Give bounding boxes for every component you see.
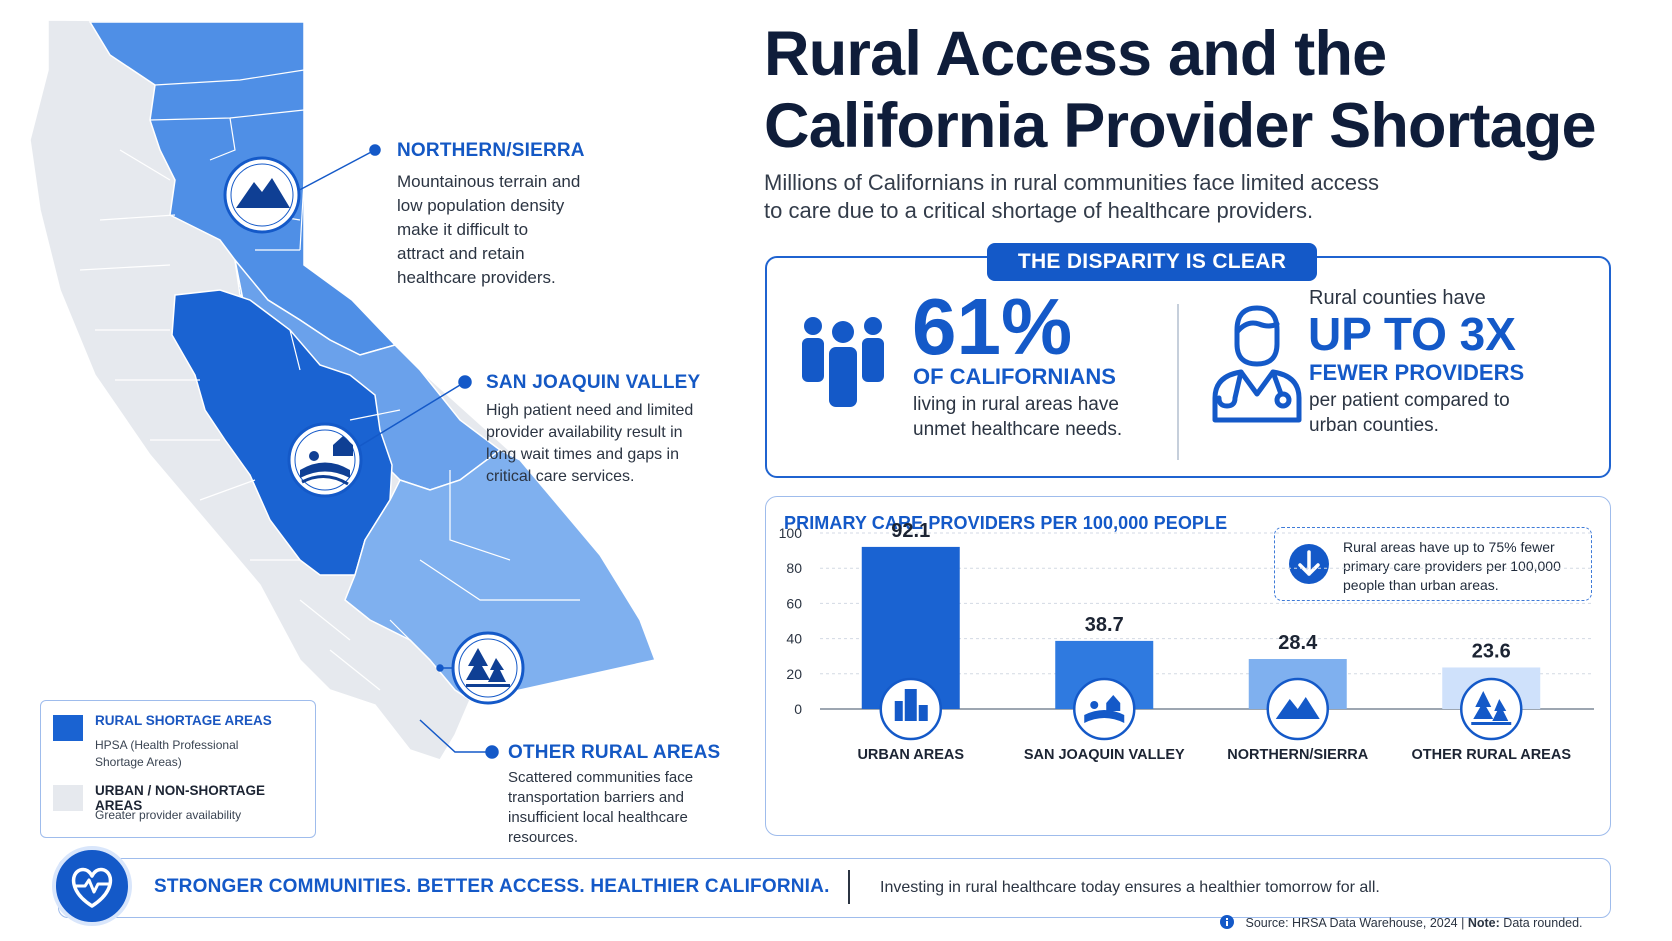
stat-3x-lead: Rural counties have [1309, 287, 1486, 309]
other-desc-line: insufficient local healthcare [508, 809, 688, 826]
y-tick-label: 80 [786, 560, 802, 576]
legend-rural-sub-line: Shortage Areas) [95, 755, 182, 769]
city-icon [894, 689, 928, 721]
legend-urban-sub: Greater provider availability [95, 808, 242, 822]
callout-text-line: primary care providers per 100,000 [1343, 558, 1561, 574]
heart-pulse-icon [71, 867, 113, 908]
county-lines [79, 69, 580, 691]
y-tick-label: 20 [786, 666, 802, 682]
page-title: Rural Access and the California Provider… [764, 18, 1664, 162]
northern-title: NORTHERN/SIERRA [397, 140, 585, 161]
page-subtitle: Millions of Californians in rural commun… [764, 169, 1464, 225]
stat-61-text-line: unmet healthcare needs. [913, 419, 1123, 440]
footer-tagline: STRONGER COMMUNITIES. BETTER ACCESS. HEA… [154, 876, 830, 897]
map-southeast-rural [344, 449, 657, 701]
footer-divider [848, 870, 850, 904]
legend-urban-title: URBAN / NON-SHORTAGE AREAS [95, 783, 265, 813]
northern-desc: Mountainous terrain and low population d… [397, 170, 657, 290]
other-desc-line: transportation barriers and [508, 789, 684, 806]
disparity-divider [1177, 304, 1179, 460]
y-tick-label: 60 [786, 595, 802, 611]
note-label: Note: [1467, 916, 1500, 930]
stat-61-text-line: living in rural areas have [913, 394, 1119, 415]
stat-61-subtitle: OF CALIFORNIANS [913, 364, 1116, 389]
source-sep: | [1461, 916, 1468, 930]
northern-desc-line: Mountainous terrain and [397, 172, 581, 191]
sjv-desc-line: High patient need and limited [486, 402, 694, 419]
chart-panel: PRIMARY CARE PROVIDERS PER 100,000 PEOPL… [765, 496, 1611, 836]
map-svg [29, 19, 657, 761]
mountain-icon [1275, 697, 1320, 719]
other-desc-line: Scattered communities face [508, 769, 694, 786]
category-label: SAN JOAQUIN VALLEY [1024, 747, 1185, 763]
farm-icon [287, 422, 363, 498]
sjv-desc-line: critical care services. [486, 468, 635, 485]
legend-rural-sub-line: HPSA (Health Professional [95, 738, 239, 752]
y-tick-label: 0 [794, 701, 802, 717]
doctor-icon [1212, 305, 1302, 423]
other-title: OTHER RURAL AREAS [508, 742, 721, 763]
y-tick-label: 40 [786, 631, 802, 647]
other-desc: Scattered communities face transportatio… [508, 768, 758, 848]
map-legend: RURAL SHORTAGE AREAS HPSA (Health Profes… [40, 700, 316, 838]
source-note: Source: HRSA Data Warehouse, 2024 | Note… [1220, 915, 1583, 930]
bar-value-label: 38.7 [1085, 614, 1124, 636]
stat-3x-subtitle: FEWER PROVIDERS [1309, 360, 1525, 385]
info-icon [1220, 915, 1234, 929]
bar-value-label: 23.6 [1472, 640, 1511, 662]
category-label: URBAN AREAS [857, 747, 964, 763]
chart-callout: Rural areas have up to 75% fewer primary… [1274, 527, 1592, 601]
northern-desc-line: make it difficult to [397, 220, 529, 239]
footer-text: Investing in rural healthcare today ensu… [880, 879, 1380, 896]
stat-3x-text: per patient compared to urban counties. [1309, 388, 1510, 438]
category-label: OTHER RURAL AREAS [1411, 747, 1571, 763]
california-map: NORTHERN/SIERRA Mountainous terrain and … [0, 0, 760, 860]
stat-3x-text-line: urban counties. [1309, 415, 1439, 436]
source-label: Source: HRSA Data Warehouse, 2024 [1245, 916, 1458, 930]
page-subtitle-line: Millions of Californians in rural commun… [764, 170, 1380, 195]
disparity-panel: THE DISPARITY IS CLEAR 61% OF CALIFORNIA… [765, 243, 1611, 478]
category-label: NORTHERN/SIERRA [1227, 747, 1369, 763]
northern-desc-line: attract and retain [397, 244, 525, 263]
stat-61-text: living in rural areas have unmet healthc… [913, 392, 1122, 442]
y-tick-label: 100 [779, 525, 803, 541]
sjv-desc-line: provider availability result in [486, 424, 683, 441]
disparity-label: THE DISPARITY IS CLEAR [987, 243, 1317, 281]
footer-badge [52, 846, 132, 926]
bar-value-label: 92.1 [891, 520, 930, 542]
stat-3x: UP TO 3X [1308, 308, 1516, 360]
bar-chart: 0 20 40 60 80 100 92.1 URBAN AREAS 38.7 SAN JOAQU… [779, 520, 1594, 763]
northern-desc-line: healthcare providers. [397, 268, 556, 287]
legend-rural-title: RURAL SHORTAGE AREAS [95, 713, 272, 728]
page-title-line: Rural Access and the [764, 19, 1387, 89]
northern-desc-line: low population density [397, 196, 565, 215]
other-desc-line: resources. [508, 829, 579, 846]
callout-text-line: Rural areas have up to 75% fewer [1343, 539, 1555, 555]
legend-swatch-urban [53, 785, 83, 811]
trees-icon [451, 631, 525, 705]
stat-3x-text-line: per patient compared to [1309, 390, 1510, 411]
sjv-title: SAN JOAQUIN VALLEY [486, 372, 701, 393]
note-text: Data rounded. [1503, 916, 1583, 930]
callout-text-line: people than urban areas. [1343, 577, 1499, 593]
page-subtitle-line: to care due to a critical shortage of he… [764, 198, 1314, 223]
farm-icon [1084, 695, 1125, 723]
sjv-desc: High patient need and limited provider a… [486, 400, 756, 488]
category-icon-ring [1460, 677, 1523, 741]
callout-text: Rural areas have up to 75% fewer primary… [1343, 538, 1588, 595]
stat-61-percent: 61% [912, 282, 1073, 371]
sjv-desc-line: long wait times and gaps in [486, 446, 679, 463]
legend-swatch-rural [53, 715, 83, 741]
page-title-line: California Provider Shortage [764, 91, 1597, 161]
category-icon-ring [1073, 677, 1136, 741]
legend-rural-sub: HPSA (Health Professional Shortage Areas… [95, 737, 295, 771]
trees-icon [1471, 691, 1512, 725]
bar-value-label: 28.4 [1278, 632, 1318, 654]
mountain-icon [223, 156, 301, 234]
map-connectors [289, 144, 499, 759]
people-icon [802, 317, 884, 407]
chart-title: PRIMARY CARE PROVIDERS PER 100,000 PEOPL… [784, 513, 1228, 533]
